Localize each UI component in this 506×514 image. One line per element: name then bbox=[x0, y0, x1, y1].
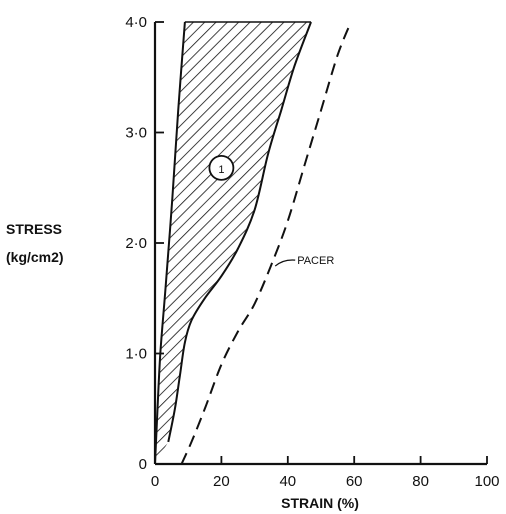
y-tick-label: 1·0 bbox=[125, 346, 147, 363]
y-tick-label: 0 bbox=[139, 456, 147, 473]
y-tick-label: 2·0 bbox=[125, 235, 147, 252]
y-axis-title-line-1: STRESS bbox=[6, 221, 62, 237]
axes-layer: 0 20 40 60 80 100 0 1·0 2·0 3·0 4·0 bbox=[125, 14, 499, 490]
x-tick-label: 100 bbox=[474, 473, 499, 490]
x-tick-label: 80 bbox=[412, 473, 429, 490]
x-tick-label: 40 bbox=[279, 473, 296, 490]
pacer-leader-line bbox=[274, 259, 296, 267]
x-tick-label: 20 bbox=[213, 473, 230, 490]
y-axis-title-line-2: (kg/cm2) bbox=[6, 249, 64, 265]
region-marker-circle bbox=[208, 154, 235, 181]
pacer-annotation-label: PACER bbox=[297, 255, 334, 267]
series-layer bbox=[154, 21, 352, 465]
x-axis-title: STRAIN (%) bbox=[281, 495, 359, 511]
series-line-pacer bbox=[180, 21, 352, 465]
region-marker-label: 1 bbox=[218, 164, 224, 176]
band-lower-bound-line bbox=[154, 21, 186, 465]
y-tick-label: 4·0 bbox=[125, 14, 147, 31]
hatched-region bbox=[155, 22, 311, 464]
x-tick-label: 60 bbox=[346, 473, 363, 490]
shaded-band-layer bbox=[155, 21, 312, 464]
x-tick-label: 0 bbox=[151, 473, 159, 490]
y-tick-label: 3·0 bbox=[125, 125, 147, 142]
label-layer: STRESS (kg/cm2) STRAIN (%) PACER 1 bbox=[6, 154, 359, 511]
band-upper-bound-line bbox=[167, 21, 312, 443]
